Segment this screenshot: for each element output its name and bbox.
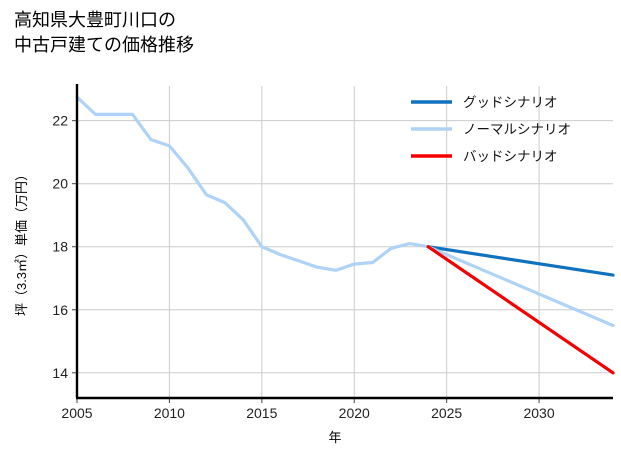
tick-labels: 14 16 18 20 22 2005 2010 2015 2020 2025 2030 xyxy=(52,113,554,421)
series-line-2 xyxy=(426,245,615,277)
y-axis-title: 坪（3.3㎡）単価（万円） xyxy=(14,168,29,316)
axis-titles: 年 坪（3.3㎡）単価（万円） xyxy=(14,168,342,445)
series-layer xyxy=(75,95,615,375)
x-tick-label: 2015 xyxy=(246,405,277,421)
y-tick-label: 18 xyxy=(52,239,68,255)
series-line-4 xyxy=(426,245,615,375)
legend-label-3: バッドシナリオ xyxy=(463,149,558,164)
page-title: 高知県大豊町川口の 中古戸建ての価格推移 xyxy=(14,10,194,55)
axes-layer xyxy=(72,84,613,403)
legend-label-2: ノーマルシナリオ xyxy=(463,122,571,137)
x-axis-title: 年 xyxy=(328,430,341,445)
legend-label-1: グッドシナリオ xyxy=(463,95,558,110)
x-tick-label: 2030 xyxy=(523,405,554,421)
y-tick-label: 20 xyxy=(52,176,68,192)
y-tick-label: 16 xyxy=(52,302,68,318)
x-tick-label: 2005 xyxy=(61,405,92,421)
x-tick-label: 2010 xyxy=(154,405,185,421)
series-line-1 xyxy=(75,95,430,272)
x-tick-label: 2025 xyxy=(431,405,462,421)
series-line-3 xyxy=(426,245,615,328)
y-tick-label: 14 xyxy=(52,365,68,381)
y-tick-label: 22 xyxy=(52,113,68,129)
x-tick-label: 2020 xyxy=(339,405,370,421)
